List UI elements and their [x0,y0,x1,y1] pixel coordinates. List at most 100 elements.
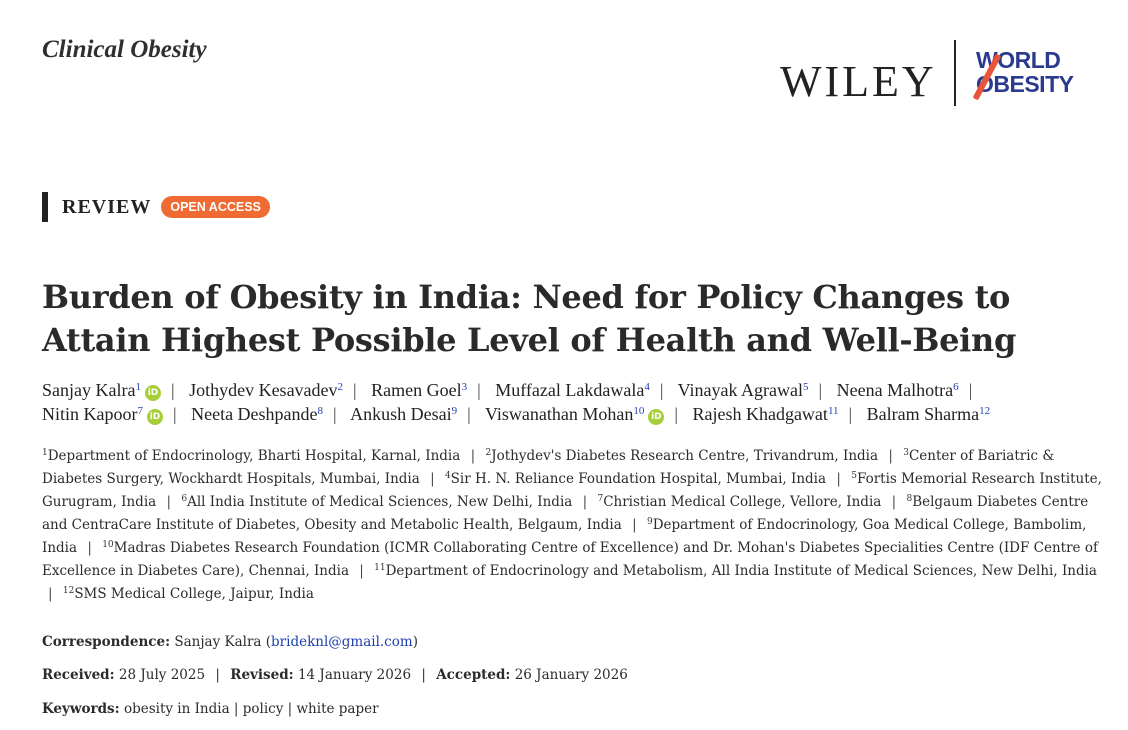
author-affiliation-number[interactable]: 8 [317,405,324,417]
author-name[interactable]: Ankush Desai [350,404,452,424]
article-title: Burden of Obesity in India: Need for Pol… [42,278,1017,359]
author[interactable]: Ramen Goel3 [371,380,467,400]
author-affiliation-number[interactable]: 5 [803,381,809,393]
author-name[interactable]: Vinayak Agrawal [677,380,804,400]
author-name[interactable]: Balram Sharma [866,404,980,424]
author-separator: | [659,380,664,400]
affiliation: 3Center of Bariatric & Diabetes Surgery,… [42,448,1054,487]
affiliation-text: Department of Endocrinology, Bharti Hosp… [47,448,461,464]
accepted-label: Accepted: [436,667,511,683]
affiliation-number: 1 [42,448,48,458]
author-affiliation-number[interactable]: 2 [337,381,344,393]
affiliation-number: 5 [851,471,857,481]
author-name[interactable]: Neeta Deshpande [191,404,318,424]
author[interactable]: Balram Sharma12 [867,404,990,424]
author-name[interactable]: Rajesh Khadgawat [692,404,828,424]
keyword[interactable]: white paper [296,701,379,717]
affiliation-text: Sir H. N. Reliance Foundation Hospital, … [450,471,827,487]
author-separator: | [333,404,337,424]
author-name[interactable]: Muffazal Lakdawala [495,380,645,400]
affiliation: 2Jothydev's Diabetes Research Centre, Tr… [485,448,878,464]
affiliation-text: Department of Endocrinology and Metaboli… [385,563,1097,579]
affiliation-number: 12 [62,586,75,596]
correspondence-label: Correspondence: [42,634,171,650]
affiliation-separator: | [891,494,897,510]
author-affiliation-number[interactable]: 10 [633,405,645,417]
author-name[interactable]: Nitin Kapoor [42,404,138,424]
author-separator: | [968,380,973,400]
correspondence: Correspondence: Sanjay Kalra (brideknl@g… [42,634,418,650]
affiliation-number: 10 [102,540,114,550]
author-name[interactable]: Sanjay Kalra [42,380,136,400]
publisher-logos: WILEY WORLD OBESITY [780,38,1100,108]
keyword[interactable]: obesity in India [123,701,230,717]
author-separator: | [818,380,823,400]
keyword[interactable]: policy [242,701,284,717]
affiliation-text: All India Institute of Medical Sciences,… [187,494,573,510]
affiliation-number: 8 [906,494,913,504]
affiliation-number: 11 [374,563,386,573]
author[interactable]: Viswanathan Mohan10 iD [484,404,665,425]
author[interactable]: Rajesh Khadgawat11 [692,404,838,424]
correspondence-name: Sanjay Kalra [174,634,262,650]
author[interactable]: Neena Malhotra6 [837,380,959,400]
affiliation-text: SMS Medical College, Jaipur, India [74,586,314,602]
author-name[interactable]: Jothydev Kesavadev [189,380,338,400]
affiliation-number: 2 [485,448,492,458]
correspondence-email-link[interactable]: brideknl@gmail.com [271,634,413,650]
author-affiliation-number[interactable]: 4 [644,381,650,393]
affiliation: 6All India Institute of Medical Sciences… [181,494,572,510]
author[interactable]: Ankush Desai9 [350,404,457,424]
orcid-icon[interactable]: iD [144,385,161,401]
author[interactable]: Muffazal Lakdawala4 [495,380,650,400]
author[interactable]: Vinayak Agrawal5 [678,380,809,400]
affiliation-separator: | [87,540,92,556]
author[interactable]: Jothydev Kesavadev2 [189,380,343,400]
author-separator: | [353,380,357,400]
world-obesity-logo[interactable]: WORLD OBESITY [972,48,1100,104]
world-obesity-logo-line2: OBESITY [976,71,1074,97]
affiliation-number: 9 [646,517,653,527]
author-affiliation-number[interactable]: 11 [827,405,839,417]
affiliation-text: Center of Bariatric & Diabetes Surgery, … [42,448,1055,487]
author-affiliation-number[interactable]: 7 [137,405,143,417]
affiliation-separator: | [470,448,476,464]
author-affiliation-number[interactable]: 3 [461,381,468,393]
affiliation-separator: | [48,586,53,602]
affiliation-separator: | [888,448,893,464]
author-affiliation-number[interactable]: 1 [135,381,141,393]
author-separator: | [674,404,678,424]
affiliation-number: 4 [444,471,451,481]
affiliation-text: Madras Diabetes Research Foundation (ICM… [42,540,1098,579]
author-name[interactable]: Ramen Goel [371,380,462,400]
affiliation: 8Belgaum Diabetes Centre and CentraCare … [42,494,1088,533]
orcid-icon[interactable]: iD [648,409,665,425]
affiliation-separator: | [166,494,172,510]
open-access-badge[interactable]: OPEN ACCESS [161,196,270,218]
affiliation: 1Department of Endocrinology, Bharti Hos… [42,448,460,464]
affiliation-text: Fortis Memorial Research Institute, Guru… [42,471,1102,510]
author[interactable]: Sanjay Kalra1 iD [42,380,161,401]
affiliation-number: 7 [597,494,604,504]
journal-title[interactable]: Clinical Obesity [42,36,207,63]
wiley-logo[interactable]: WILEY [780,57,937,106]
date-separator: | [215,667,220,683]
author-affiliation-number[interactable]: 9 [451,405,458,417]
article-type-row: REVIEW OPEN ACCESS [42,192,270,222]
revised-date: 14 January 2026 [297,667,412,683]
author-affiliation-number[interactable]: 6 [953,381,959,393]
accepted-date: 26 January 2026 [514,667,628,683]
affiliation: 10Madras Diabetes Research Foundation (I… [42,540,1098,579]
affiliation-number: 6 [181,494,188,504]
author-separator: | [467,404,471,424]
keywords-label: Keywords: [42,701,120,717]
author-name[interactable]: Neena Malhotra [836,380,954,400]
author[interactable]: Nitin Kapoor7 iD [42,404,163,425]
orcid-icon[interactable]: iD [146,409,163,425]
author[interactable]: Neeta Deshpande8 [191,404,323,424]
history-dates: Received: 28 July 2025 | Revised: 14 Jan… [42,665,1102,685]
date-separator: | [421,667,426,683]
affiliation: 7Christian Medical College, Vellore, Ind… [597,494,881,510]
author-name[interactable]: Viswanathan Mohan [484,404,634,424]
author-affiliation-number[interactable]: 12 [979,405,991,417]
